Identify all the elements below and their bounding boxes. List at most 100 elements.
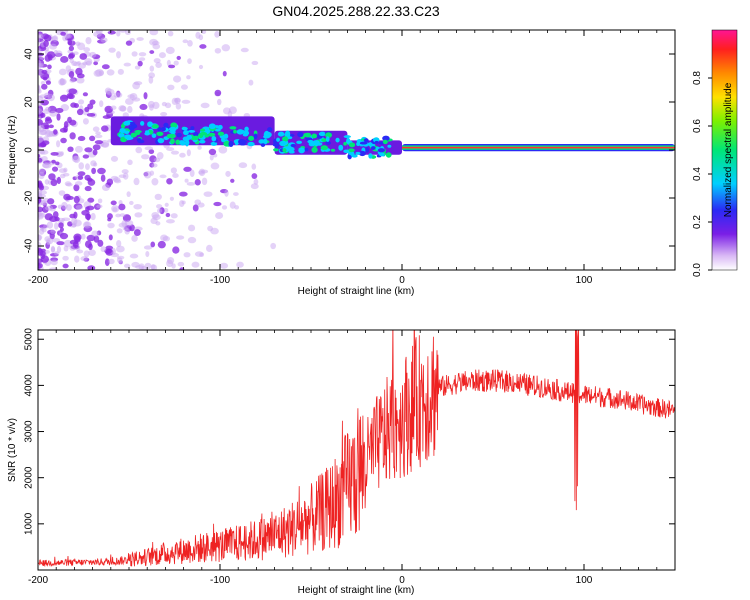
noise-blob	[100, 246, 107, 253]
noise-blob	[68, 88, 78, 95]
noise-blob	[50, 259, 58, 266]
band-speckle	[311, 146, 318, 153]
noise-blob	[61, 201, 68, 210]
noise-blob	[62, 263, 69, 269]
noise-blob	[56, 140, 61, 148]
noise-blob	[132, 81, 141, 90]
band-speckle	[223, 133, 229, 139]
noise-blob	[199, 44, 207, 49]
snr-xlabel: Height of straight line (km)	[298, 585, 415, 596]
noise-blob	[175, 102, 182, 110]
noise-blob	[197, 145, 202, 150]
noise-blob	[177, 261, 185, 267]
band-speckle	[325, 132, 332, 138]
band-speckle	[199, 128, 206, 132]
noise-blob	[38, 234, 42, 242]
band-speckle	[181, 126, 188, 131]
noise-blob	[125, 40, 133, 46]
noise-blob	[101, 64, 110, 70]
noise-blob	[52, 35, 59, 42]
noise-blob	[131, 235, 138, 242]
noise-blob	[89, 51, 97, 58]
noise-blob	[93, 162, 98, 167]
noise-blob	[69, 132, 76, 140]
noise-blob	[155, 62, 162, 68]
noise-blob	[119, 213, 126, 217]
noise-blob	[127, 94, 135, 99]
noise-blob	[131, 97, 141, 102]
band-peak	[402, 146, 675, 149]
noise-blob	[68, 53, 74, 60]
noise-blob	[100, 174, 106, 182]
band-speckle	[247, 141, 255, 147]
noise-blob	[251, 60, 259, 66]
noise-blob	[138, 57, 146, 62]
noise-blob	[41, 33, 50, 40]
noise-blob	[38, 262, 43, 269]
noise-blob	[70, 218, 78, 226]
noise-blob	[84, 240, 92, 248]
band-speckle	[356, 141, 361, 147]
noise-blob	[126, 191, 131, 198]
noise-blob	[200, 102, 210, 109]
noise-blob	[221, 205, 228, 210]
noise-blob	[167, 84, 175, 91]
y-tick-label: -20	[24, 190, 35, 205]
noise-blob	[186, 182, 196, 186]
noise-blob	[41, 83, 48, 90]
noise-blob	[102, 115, 112, 119]
noise-blob	[181, 200, 186, 205]
noise-blob	[44, 54, 51, 62]
noise-blob	[131, 261, 140, 268]
noise-blob	[166, 59, 171, 67]
noise-blob	[166, 259, 173, 268]
noise-blob	[214, 31, 220, 38]
noise-blob	[38, 48, 42, 53]
noise-blob	[89, 135, 96, 142]
band-speckle	[370, 146, 376, 150]
noise-blob	[43, 40, 49, 48]
noise-blob	[167, 30, 174, 37]
noise-blob	[97, 239, 104, 247]
noise-blob	[116, 255, 125, 260]
noise-blob	[160, 234, 168, 242]
noise-blob	[76, 108, 84, 116]
noise-blob	[67, 146, 74, 153]
noise-blob	[44, 118, 53, 124]
noise-blob	[86, 234, 96, 242]
band-speckle	[281, 136, 289, 142]
noise-blob	[251, 173, 258, 179]
noise-blob	[69, 78, 76, 83]
noise-blob	[229, 201, 236, 209]
noise-blob	[209, 154, 214, 161]
noise-blob	[214, 47, 222, 54]
noise-blob	[186, 75, 191, 80]
noise-blob	[181, 99, 191, 104]
band-speckle	[267, 127, 273, 133]
noise-blob	[119, 105, 127, 112]
noise-blob	[87, 197, 95, 203]
noise-blob	[131, 51, 138, 57]
noise-blob	[60, 56, 69, 63]
band-speckle	[211, 135, 217, 142]
noise-blob	[80, 233, 86, 240]
noise-blob	[48, 124, 54, 129]
noise-blob	[92, 126, 100, 132]
noise-blob	[150, 241, 156, 248]
y-tick-label: 2000	[24, 466, 35, 489]
noise-blob	[48, 216, 58, 223]
noise-blob	[83, 47, 91, 53]
noise-blob	[38, 157, 43, 163]
noise-blob	[38, 171, 45, 180]
band-speckle	[236, 129, 245, 135]
noise-blob	[141, 154, 150, 160]
noise-blob	[166, 178, 173, 185]
noise-blob	[213, 201, 222, 207]
band-speckle	[346, 137, 351, 144]
noise-blob	[224, 189, 229, 197]
noise-blob	[101, 142, 110, 148]
noise-blob	[124, 30, 132, 35]
noise-blob	[58, 68, 67, 76]
band-speckle	[118, 133, 125, 138]
noise-blob	[38, 241, 42, 250]
